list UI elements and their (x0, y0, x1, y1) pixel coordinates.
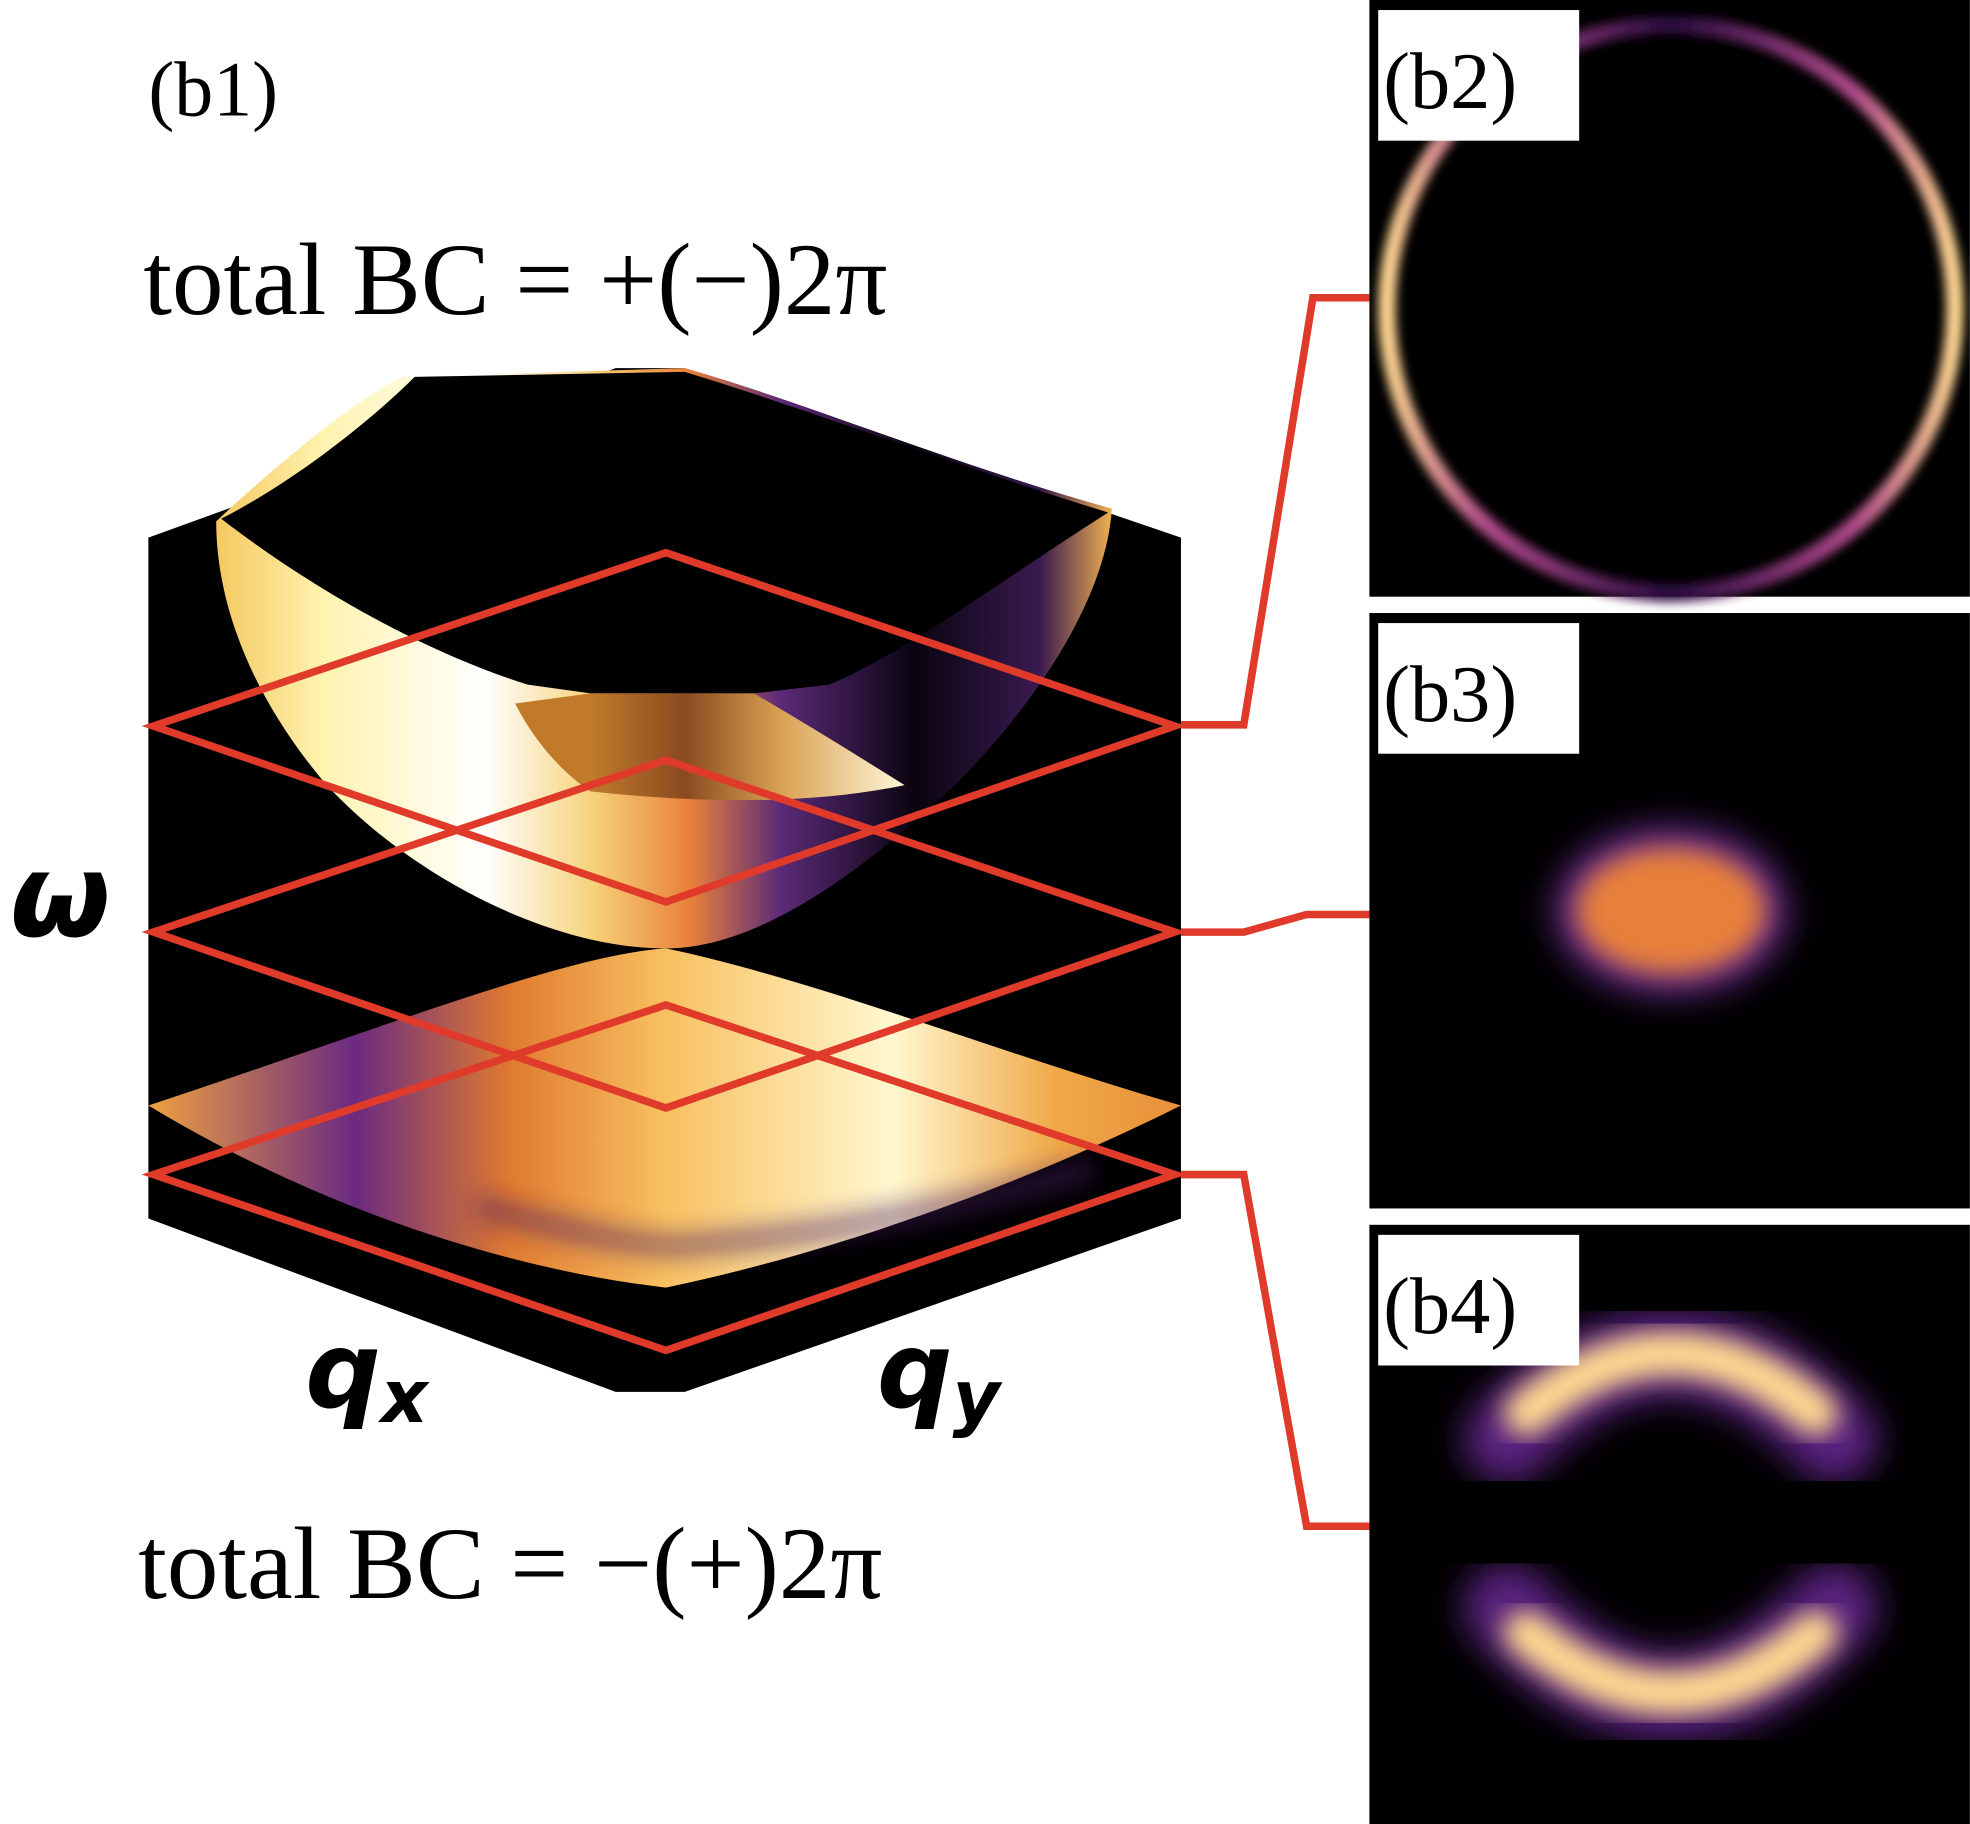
panel-label: (b3) (1383, 650, 1517, 739)
label-box (1378, 10, 1580, 141)
annotation: total BC = +(−)2π (143, 223, 887, 337)
panel-label: (b2) (1383, 37, 1517, 126)
axis-label-sub: x (378, 1355, 430, 1440)
shading (475, 1159, 1096, 1255)
axis-label-main: q (877, 1309, 953, 1432)
label-box (1378, 1234, 1580, 1366)
axis-label: ω (10, 830, 110, 964)
slice-plane (141, 1000, 1187, 1355)
axis-label: qy (877, 1309, 1004, 1440)
label-box (1378, 623, 1580, 754)
axis-label: qx (305, 1309, 430, 1440)
ring-intensity (1378, 16, 1964, 602)
connector (1180, 293, 1370, 729)
upper-band-inside (515, 693, 905, 801)
panel-label: (b1) (148, 47, 278, 133)
spot-intensity (1576, 847, 1766, 974)
axis-label-main: q (305, 1309, 381, 1432)
slice-plane (141, 756, 1187, 1112)
slice-planes (141, 293, 1370, 1531)
axis-label-sub: y (952, 1355, 1003, 1440)
connector (1180, 910, 1370, 936)
connector (1180, 1170, 1370, 1531)
annotation: total BC = −(+)2π (138, 1507, 882, 1621)
crescent-intensity (1503, 1331, 1838, 1436)
crescent-intensity (1503, 1610, 1838, 1716)
panel-label: (b4) (1383, 1262, 1517, 1351)
slice-plane (141, 548, 1187, 906)
upper-band-opening (221, 371, 1109, 694)
